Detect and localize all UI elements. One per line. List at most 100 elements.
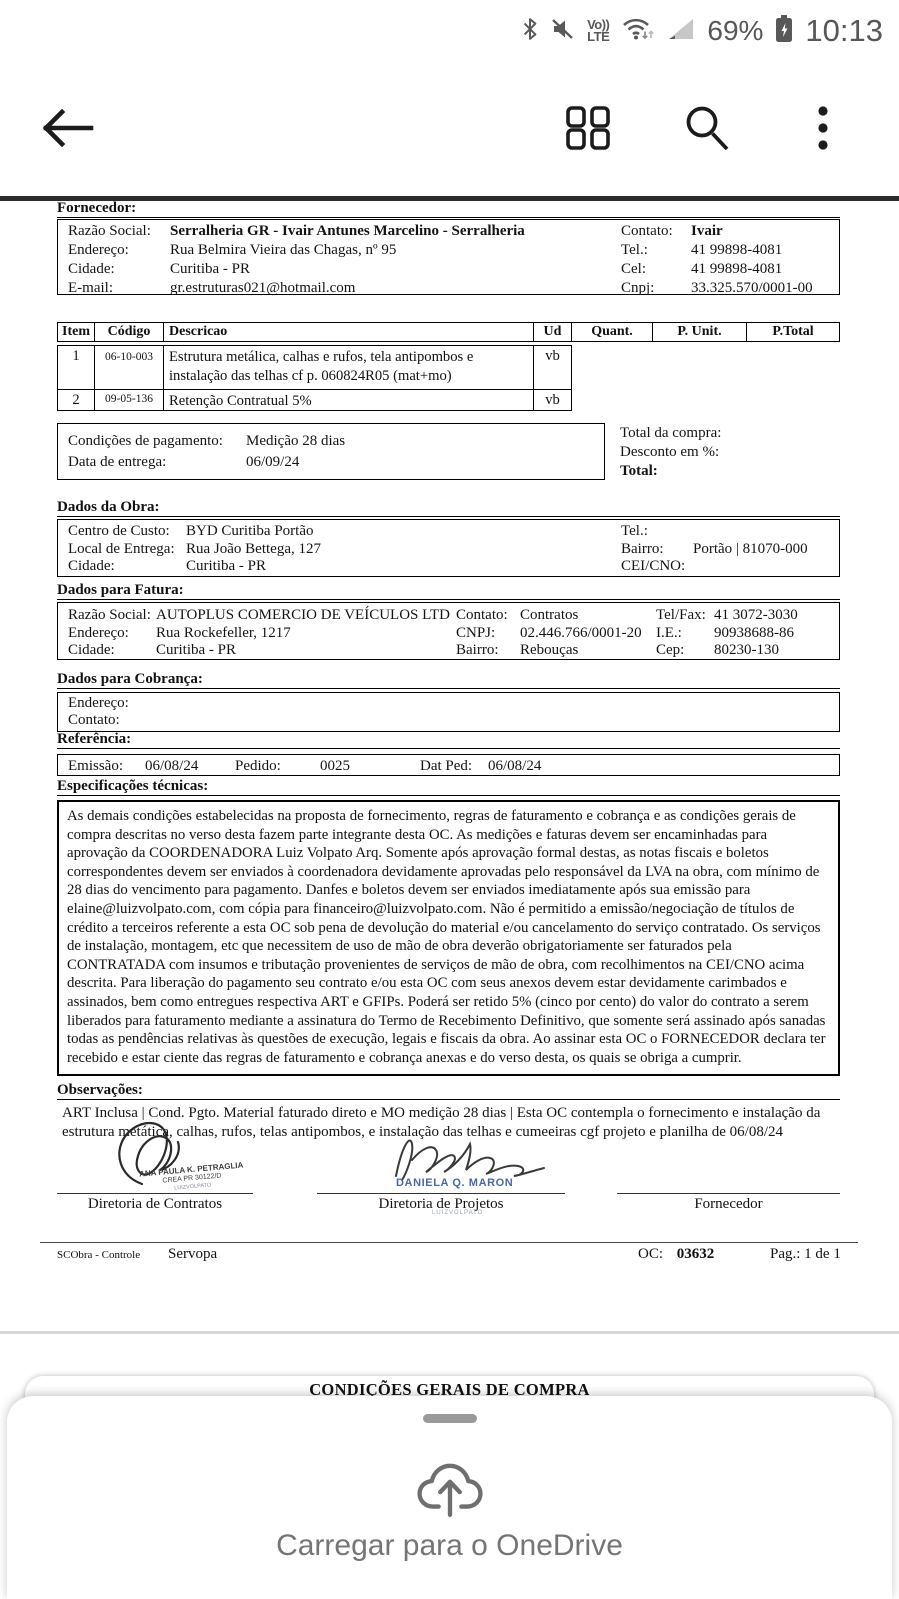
footer-company: Servopa bbox=[168, 1246, 218, 1262]
fatura-title: Dados para Fatura: bbox=[57, 582, 840, 600]
column-header: Quant. bbox=[571, 323, 652, 341]
cobranca-box: Endereço: Contato: bbox=[57, 692, 840, 732]
oc-number: 03632 bbox=[676, 1246, 715, 1262]
field-label: I.E.: bbox=[656, 624, 682, 641]
stamp-projetos-company: LUIZVOLPATO bbox=[432, 1210, 484, 1216]
overflow-menu-button[interactable] bbox=[816, 106, 830, 153]
field-value: 90938688-86 bbox=[714, 624, 794, 641]
column-header: Ud bbox=[533, 323, 571, 341]
upload-to-onedrive-button[interactable]: Carregar para o OneDrive bbox=[7, 1460, 892, 1563]
fornecedor-title: Fornecedor: bbox=[57, 200, 840, 218]
signature-line bbox=[57, 1193, 253, 1194]
table-row: 2 09-05-136 Retenção Contratual 5% vb bbox=[58, 389, 571, 410]
clock: 10:13 bbox=[805, 13, 883, 48]
page-top-edge bbox=[0, 196, 899, 201]
total-label: Total: bbox=[620, 463, 658, 479]
field-value: gr.estruturas021@hotmail.com bbox=[170, 280, 356, 296]
page-break bbox=[0, 1331, 899, 1334]
fornecedor-row: Razão Social: Serralheria GR - Ivair Ant… bbox=[68, 222, 839, 241]
item-code: 09-05-136 bbox=[94, 390, 163, 410]
field-value: 06/09/24 bbox=[246, 454, 300, 470]
field-value: 0025 bbox=[320, 758, 350, 774]
search-button[interactable] bbox=[683, 103, 733, 156]
battery-percent: 69% bbox=[707, 15, 764, 46]
bluetooth-icon bbox=[521, 16, 539, 47]
field-label: Dat Ped: bbox=[420, 758, 473, 774]
grid-view-icon bbox=[565, 106, 611, 154]
fornecedor-row: E-mail: gr.estruturas021@hotmail.com Cnp… bbox=[68, 279, 839, 298]
fornecedor-row: Endereço: Rua Belmira Vieira das Chagas,… bbox=[68, 241, 839, 260]
page2-title: CONDIÇÕES GERAIS DE COMPRA bbox=[309, 1380, 590, 1399]
field-label: Tel.: bbox=[621, 242, 648, 258]
field-value: Rua Rockefeller, 1217 bbox=[156, 624, 291, 641]
field-value: Contratos bbox=[520, 607, 579, 623]
item-unit: vb bbox=[533, 390, 571, 410]
oc-label: OC: bbox=[638, 1246, 664, 1262]
cobranca-title: Dados para Cobrança: bbox=[57, 671, 840, 689]
field-value: Medição 28 dias bbox=[246, 433, 346, 449]
fornecedor-row: Cidade: Curitiba - PR Cel: 41 99898-4081 bbox=[68, 260, 839, 279]
item-description: Retenção Contratual 5% bbox=[163, 390, 533, 410]
field-label: Pedido: bbox=[235, 758, 281, 774]
field-value: BYD Curitiba Portão bbox=[186, 523, 314, 539]
stamp-projetos: DANIELA Q. MARON bbox=[396, 1177, 514, 1189]
item-description: Estrutura metálica, calhas e rufos, tela… bbox=[163, 346, 533, 389]
field-label: Centro de Custo: bbox=[68, 523, 170, 539]
item-unit: vb bbox=[533, 346, 571, 389]
volume-muted-icon bbox=[551, 17, 575, 46]
fatura-box: Razão Social: AUTOPLUS COMERCIO DE VEÍCU… bbox=[57, 602, 840, 660]
field-label: Endereço: bbox=[68, 695, 129, 711]
cloud-upload-icon bbox=[416, 1460, 483, 1521]
field-value: 06/08/24 bbox=[145, 758, 199, 774]
table-row: 1 06-10-003 Estrutura metálica, calhas e… bbox=[58, 346, 571, 389]
volte-indicator: Vo)) LTE bbox=[587, 17, 610, 43]
observacoes-title: Observações: bbox=[57, 1082, 840, 1100]
field-label: Cep: bbox=[656, 642, 685, 659]
column-header: P. Unit. bbox=[652, 323, 746, 341]
field-value: Ivair bbox=[691, 223, 723, 239]
footer-rule bbox=[40, 1242, 858, 1243]
field-value: 02.446.766/0001-20 bbox=[520, 624, 642, 641]
pagamento-row: Condições de pagamento: Medição 28 dias bbox=[68, 431, 604, 452]
fatura-row: Razão Social: AUTOPLUS COMERCIO DE VEÍCU… bbox=[68, 607, 839, 625]
field-label: Tel/Fax: bbox=[656, 607, 706, 623]
especificacoes-title: Especificações técnicas: bbox=[57, 778, 840, 796]
back-button[interactable] bbox=[39, 106, 95, 153]
field-label: Tel.: bbox=[621, 523, 648, 539]
cellular-signal-icon bbox=[667, 17, 695, 46]
field-value: Rua Belmira Vieira das Chagas, nº 95 bbox=[170, 242, 397, 258]
pagamento-box: Condições de pagamento: Medição 28 dias … bbox=[57, 423, 605, 480]
field-value bbox=[693, 558, 839, 576]
field-label: Condições de pagamento: bbox=[68, 433, 223, 449]
field-value: 80230-130 bbox=[714, 642, 779, 659]
footer-page: Pag.: 1 de 1 bbox=[770, 1246, 841, 1262]
field-label: Contato: bbox=[621, 223, 673, 239]
field-value: Serralheria GR - Ivair Antunes Marcelino… bbox=[170, 223, 525, 239]
column-header: Item bbox=[62, 324, 90, 339]
desconto-label: Desconto em %: bbox=[620, 444, 720, 460]
volte-top: Vo)) bbox=[587, 17, 610, 32]
obra-title: Dados da Obra: bbox=[57, 499, 840, 517]
obra-row: Centro de Custo: BYD Curitiba Portão Tel… bbox=[68, 523, 839, 541]
field-label: CEI/CNO: bbox=[621, 558, 686, 575]
signature-line bbox=[617, 1193, 840, 1194]
field-value: AUTOPLUS COMERCIO DE VEÍCULOS LTD bbox=[156, 607, 450, 623]
especificacoes-box: As demais condições estabelecidas na pro… bbox=[57, 800, 840, 1076]
drag-handle[interactable] bbox=[422, 1414, 477, 1423]
wifi-icon bbox=[621, 15, 655, 47]
footer-oc: OC: 03632 bbox=[638, 1246, 714, 1263]
field-value bbox=[693, 523, 839, 541]
fatura-row: Cidade: Curitiba - PR Bairro: Rebouças C… bbox=[68, 642, 839, 660]
field-label: Cel: bbox=[621, 261, 646, 277]
signature-label-projetos: Diretoria de Projetos bbox=[378, 1196, 504, 1212]
grid-view-button[interactable] bbox=[565, 105, 611, 154]
referencia-row: Emissão: 06/08/24 Pedido: 0025 Dat Ped: … bbox=[68, 756, 839, 776]
field-value: 41 99898-4081 bbox=[691, 242, 783, 258]
field-label: Endereço: bbox=[68, 624, 129, 641]
signature-projetos bbox=[388, 1128, 553, 1188]
field-value: Curitiba - PR bbox=[156, 642, 237, 659]
signature-label-contratos: Diretoria de Contratos bbox=[87, 1196, 223, 1212]
column-header: Código bbox=[94, 323, 163, 341]
field-value: 41 99898-4081 bbox=[691, 261, 783, 277]
field-label: Cidade: bbox=[68, 558, 115, 575]
